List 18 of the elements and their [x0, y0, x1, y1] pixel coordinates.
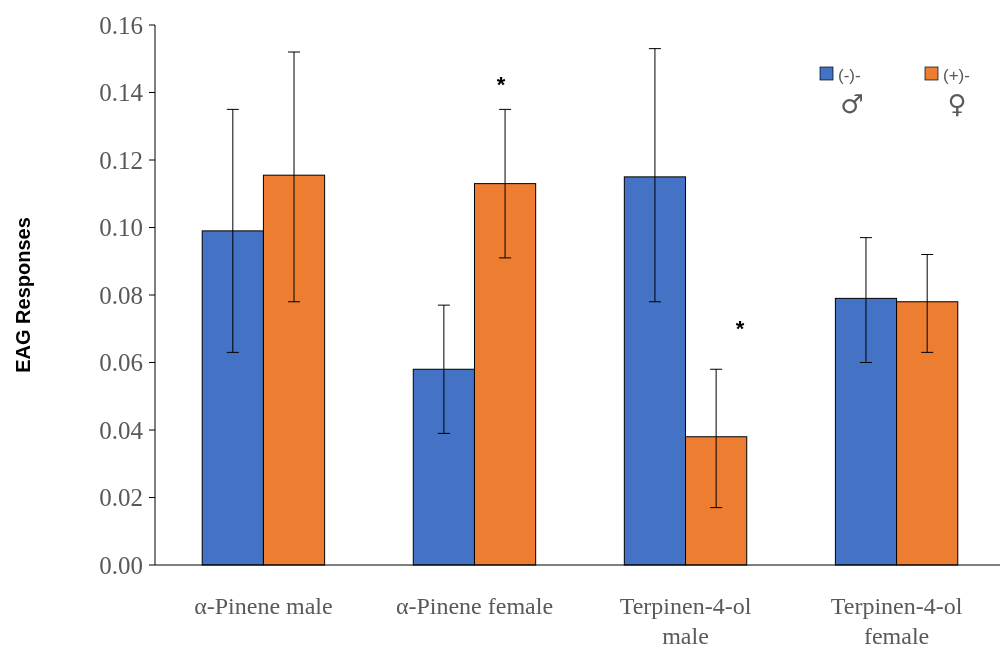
- y-tick-label: 0.04: [99, 416, 144, 444]
- y-tick-label: 0.14: [99, 79, 144, 107]
- x-tick-label: Terpinen-4-ol male: [619, 593, 752, 649]
- y-tick-label: 0.02: [99, 484, 143, 512]
- y-tick-label: 0.10: [99, 214, 143, 242]
- y-tick-label: 0.08: [99, 281, 143, 309]
- y-tick-label: 0.12: [99, 146, 143, 174]
- y-axis-title: EAG Responses: [12, 217, 34, 373]
- x-tick-label: α-Pinene female: [395, 593, 554, 619]
- y-tick-label: 0.06: [99, 349, 143, 377]
- y-tick-label: 0.16: [99, 11, 143, 39]
- y-tick-label: 0.00: [99, 551, 143, 579]
- annotation: *: [496, 72, 506, 97]
- x-tick-label: Terpinen-4-ol female: [830, 593, 963, 649]
- annotation: *: [735, 316, 745, 341]
- x-tick-label: α-Pinene male: [194, 593, 333, 619]
- legend-label: (+)- ♀: [943, 65, 970, 119]
- legend-label: (-)- ♂: [838, 65, 864, 119]
